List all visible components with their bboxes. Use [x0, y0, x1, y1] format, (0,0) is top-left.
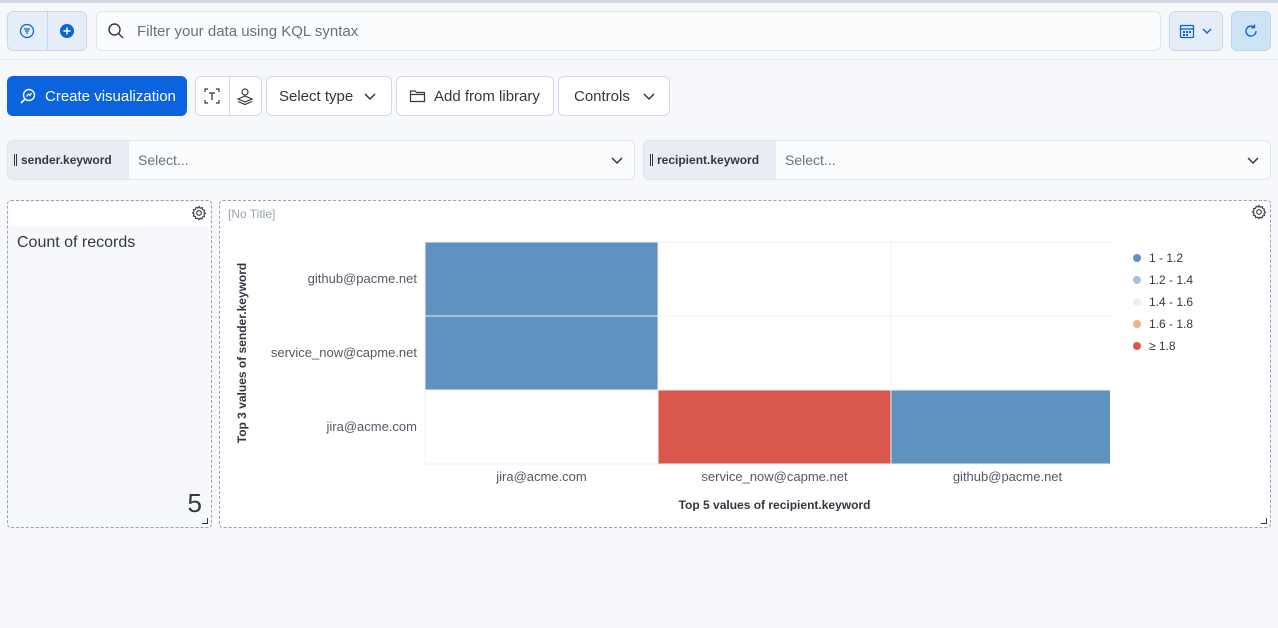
heatmap-cell: [657, 389, 892, 465]
y-tick-label: service_now@capme.net: [271, 345, 418, 360]
sender-control-label-area[interactable]: sender.keyword: [8, 141, 129, 179]
chevron-down-icon: [1247, 157, 1259, 165]
create-visualization-button[interactable]: Create visualization: [7, 76, 187, 116]
controls-label: Controls: [574, 87, 630, 105]
refresh-button[interactable]: [1231, 11, 1271, 51]
legend-swatch: [1133, 342, 1141, 350]
x-tick-label: github@pacme.net: [953, 469, 1063, 484]
select-type-button[interactable]: Select type: [266, 76, 392, 116]
x-tick-label: service_now@capme.net: [701, 469, 848, 484]
legend-swatch: [1133, 320, 1141, 328]
legend-label: 1.2 - 1.4: [1149, 273, 1194, 287]
metric-panel: Count of records 5: [7, 200, 212, 528]
chevron-down-icon: [643, 93, 655, 101]
query-button-group: [7, 11, 87, 51]
heatmap-cell: [657, 241, 892, 317]
heatmap-cell: [890, 315, 1110, 391]
drag-handle-icon[interactable]: [650, 154, 653, 166]
calendar-icon: [1179, 24, 1195, 39]
search-icon: [108, 23, 124, 39]
filter-icon: [20, 23, 35, 39]
header-divider: [0, 59, 1278, 60]
filter-menu-button[interactable]: [8, 12, 47, 50]
recipient-select-placeholder: Select...: [785, 152, 836, 168]
add-from-library-button[interactable]: Add from library: [396, 76, 554, 116]
y-tick-label: github@pacme.net: [308, 271, 418, 286]
folder-icon: [409, 90, 426, 103]
heatmap-cell: [424, 315, 659, 391]
recipient-control: recipient.keyword Select...: [643, 140, 1271, 180]
resize-handle-icon[interactable]: [1261, 518, 1267, 524]
metric-panel-header: [9, 202, 210, 226]
legend-label: ≥ 1.8: [1149, 339, 1176, 353]
legend-item[interactable]: 1.2 - 1.4: [1133, 269, 1193, 291]
heatmap-cell: [424, 241, 659, 317]
map-layers-icon: [236, 88, 254, 105]
gear-icon[interactable]: [1251, 204, 1267, 220]
legend-item[interactable]: 1.6 - 1.8: [1133, 313, 1193, 335]
text-icon: [204, 88, 220, 104]
sender-select-placeholder: Select...: [138, 152, 189, 168]
chevron-down-icon: [611, 157, 623, 165]
select-type-label: Select type: [279, 87, 354, 105]
legend-label: 1.6 - 1.8: [1149, 317, 1194, 331]
sender-control-label: sender.keyword: [21, 153, 112, 167]
sender-select[interactable]: Select...: [129, 141, 634, 179]
legend-item[interactable]: ≥ 1.8: [1133, 335, 1193, 357]
x-axis-title: Top 5 values of recipient.keyword: [679, 498, 871, 511]
legend-label: 1.4 - 1.6: [1149, 295, 1194, 309]
x-tick-label: jira@acme.com: [495, 469, 587, 484]
recipient-control-label: recipient.keyword: [657, 153, 760, 167]
sender-control: sender.keyword Select...: [7, 140, 635, 180]
quick-add-group: [195, 76, 262, 116]
add-filter-button[interactable]: [46, 12, 86, 50]
recipient-control-label-area[interactable]: recipient.keyword: [644, 141, 776, 179]
heatmap-chart: github@pacme.netservice_now@capme.netjir…: [235, 241, 1110, 511]
y-tick-label: jira@acme.com: [326, 419, 418, 434]
legend-item[interactable]: 1.4 - 1.6: [1133, 291, 1193, 313]
y-axis-title: Top 3 values of sender.keyword: [235, 263, 249, 444]
resize-handle-icon[interactable]: [202, 518, 208, 524]
recipient-select[interactable]: Select...: [776, 141, 1270, 179]
legend-swatch: [1133, 254, 1141, 262]
create-visualization-label: Create visualization: [45, 87, 176, 105]
search-placeholder: Filter your data using KQL syntax: [137, 22, 359, 40]
panel-title: [No Title]: [228, 207, 276, 221]
heatmap-legend: 1 - 1.2 1.2 - 1.4 1.4 - 1.6 1.6 - 1.8 ≥ 1.8: [1133, 247, 1193, 357]
date-picker-button[interactable]: [1169, 11, 1223, 51]
legend-swatch: [1133, 298, 1141, 306]
plus-circle-icon: [59, 24, 74, 38]
metric-value: 5: [187, 488, 202, 518]
chevron-down-icon: [364, 93, 376, 101]
legend-swatch: [1133, 276, 1141, 284]
chevron-down-icon: [1202, 28, 1212, 34]
heatmap-panel: [No Title] github@pacme.net service_now@c…: [219, 200, 1271, 528]
top-border: [0, 0, 1278, 3]
metric-label: Count of records: [17, 234, 136, 251]
add-from-library-label: Add from library: [434, 87, 540, 105]
controls-button[interactable]: Controls: [558, 76, 670, 116]
heatmap-cell: [424, 389, 659, 465]
legend-label: 1 - 1.2: [1149, 251, 1184, 265]
legend-item[interactable]: 1 - 1.2: [1133, 247, 1193, 269]
add-text-button[interactable]: [196, 77, 229, 115]
heatmap-cell: [890, 389, 1110, 465]
search-input[interactable]: Filter your data using KQL syntax: [96, 11, 1161, 51]
gear-icon[interactable]: [191, 205, 207, 221]
heatmap-cell: [657, 315, 892, 391]
heatmap-cell: [890, 241, 1110, 317]
drag-handle-icon[interactable]: [14, 154, 17, 166]
refresh-icon: [1245, 24, 1257, 37]
lens-icon: [20, 88, 36, 104]
add-map-button[interactable]: [228, 77, 262, 115]
